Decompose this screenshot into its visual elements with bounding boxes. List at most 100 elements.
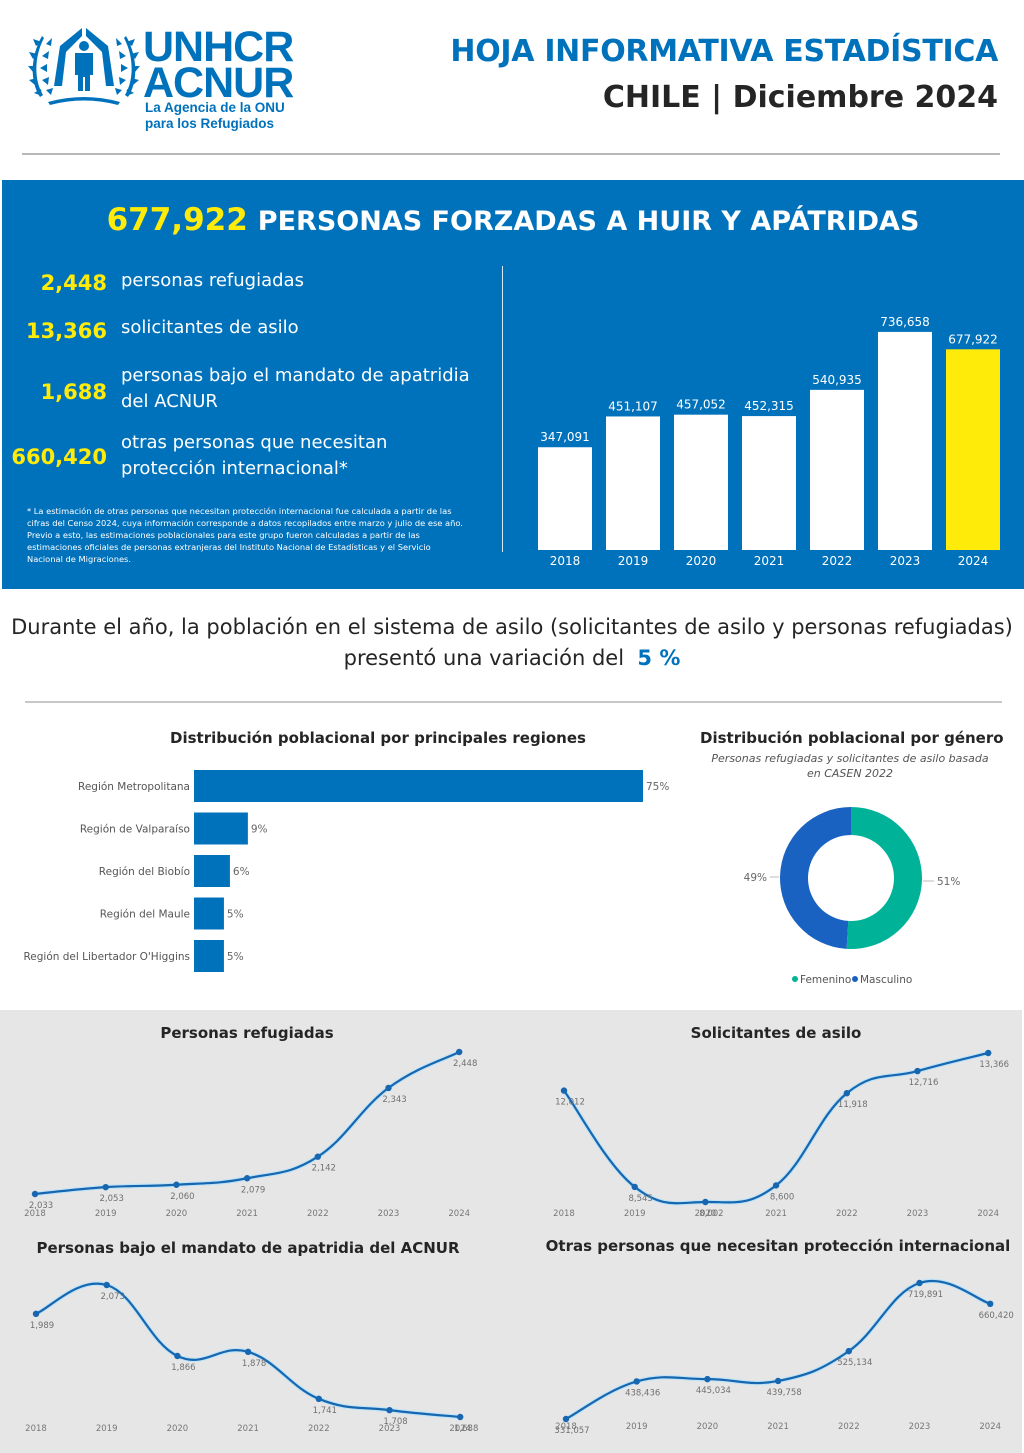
logo-tagline-2: para los Refugiados [145,116,275,131]
data-point-2020 [173,1181,180,1188]
bar-2022 [810,389,864,550]
data-point-2022 [845,1347,852,1355]
chart-title: Otras personas que necesitan protección … [545,1237,1011,1255]
data-label: 445,034 [696,1386,731,1396]
region-bar [194,897,224,930]
data-point-2020 [174,1352,181,1360]
data-label: 1,688 [454,1424,478,1434]
x-tick-label: 2021 [767,1422,789,1432]
data-point-2018 [560,1087,568,1094]
legend-label-femenino: Femenino [800,974,851,986]
data-label: 2,448 [453,1059,477,1069]
x-tick-label: 2019 [96,1424,118,1434]
laurel-left-icon [28,36,53,97]
data-label: 2,142 [312,1164,336,1174]
yearly-total-bar-chart: 347,091 2018 451,107 2019 457,052 2020 452,315… [538,315,1000,568]
data-label: 2,079 [241,1185,265,1195]
region-value-label: 75% [646,781,669,793]
bar-value-label: 347,091 [540,430,590,444]
data-point-2020 [702,1198,709,1206]
region-bar [194,940,224,972]
bar-value-label: 457,052 [676,398,726,412]
footnote: * La estimación de otras personas que ne… [27,506,463,564]
data-point-2024 [985,1049,992,1057]
region-bar [194,770,643,802]
x-tick-label: 2022 [307,1209,329,1219]
data-label: 8,600 [770,1192,794,1202]
x-tick-label: 2018 [555,1422,577,1432]
data-point-2019 [633,1378,640,1385]
data-point-2024 [457,1413,464,1421]
data-point-2021 [244,1348,252,1356]
data-label: 331,057 [554,1426,589,1436]
x-tick-label: 2021 [236,1209,258,1219]
stat-value: 660,420 [11,445,107,469]
laurel-right-icon [115,36,140,97]
variation-line-2: presentó una variación del 5 % [0,643,1024,674]
data-label: 8,002 [699,1209,723,1219]
data-point-2023 [916,1279,923,1287]
data-label: 11,918 [838,1100,868,1110]
data-label: 439,758 [767,1388,802,1398]
bar-2021 [742,416,796,550]
series-line [34,1051,460,1196]
data-point-2021 [772,1182,780,1189]
x-tick-label: 2020 [686,554,717,568]
x-tick-label: 2019 [618,554,649,568]
otras-line-chart: 331,057 2018 438,436 2019 445,034 2020 439,758… [512,1225,1024,1440]
data-point-2018 [32,1310,40,1317]
legend-label-masculino: Masculino [860,974,912,986]
data-point-2021 [774,1377,782,1385]
data-point-2023 [914,1067,921,1075]
x-tick-label: 2023 [378,1209,400,1219]
refugiadas-line-chart: 2,033 2018 2,053 2019 2,060 2020 2,079 2021 2,14… [0,1010,512,1225]
data-point-2019 [103,1281,110,1289]
stat-value: 13,366 [25,319,107,343]
bar-2019 [606,416,660,550]
data-point-2024 [456,1048,463,1056]
stat-value: 2,448 [40,271,107,295]
x-tick-label: 2020 [166,1209,188,1219]
stat-label: personas bajo el mandato de apatridia de… [121,365,470,412]
data-point-2022 [315,1395,322,1403]
bar-value-label: 452,315 [744,399,794,413]
data-label: 1,878 [242,1359,266,1369]
unhcr-emblem-icon [28,28,140,105]
data-label: 2,033 [29,1201,53,1211]
variation-value: 5 % [637,646,681,670]
gender-chart-subtitle: Personas refugiadas y solicitantes de as… [711,752,989,780]
x-tick-label: 2024 [448,1209,470,1219]
bar-value-label: 677,922 [948,332,998,346]
legend-dot-femenino [792,976,798,982]
data-label: 12,012 [555,1098,585,1108]
stat-label: otras personas que necesitan protección … [121,432,388,479]
logo-acnur-text: ACNUR [143,59,294,107]
bar-value-label: 451,107 [608,399,658,413]
total-value: 677,922 [106,202,248,238]
data-point-2020 [704,1375,711,1383]
page-header: UNHCR ACNUR La Agencia de la ONU para lo… [0,0,1024,155]
data-label: 1,708 [383,1417,407,1427]
data-label: 438,436 [625,1388,660,1398]
x-tick-label: 2023 [379,1424,401,1434]
data-label: 660,420 [979,1311,1014,1321]
header-divider [22,153,1000,155]
stat-label: personas refugiadas [121,270,304,291]
chart-title: Solicitantes de asilo [690,1024,862,1042]
data-label: 2,053 [100,1194,124,1204]
data-point-2023 [386,1406,393,1414]
regions-bar-chart: Región Metropolitana 75% Región de Valpara… [23,770,669,972]
x-tick-label: 2024 [449,1424,471,1434]
data-point-2018 [31,1190,39,1198]
total-headline: 677,922 PERSONAS FORZADAS A HUIR Y APÁTRI… [2,202,1024,238]
region-bar [194,855,230,887]
region-value-label: 9% [251,824,268,836]
data-point-2019 [631,1183,638,1191]
x-tick-label: 2021 [765,1209,787,1219]
data-point-2019 [102,1183,109,1191]
x-tick-label: 2023 [890,554,921,568]
page-subtitle: CHILE | Diciembre 2024 [602,80,998,115]
region-label: Región de Valparaíso [80,824,190,836]
x-tick-label: 2020 [697,1422,719,1432]
trend-charts-section: 2,033 2018 2,053 2019 2,060 2020 2,079 2021 2,14… [0,1010,1022,1453]
